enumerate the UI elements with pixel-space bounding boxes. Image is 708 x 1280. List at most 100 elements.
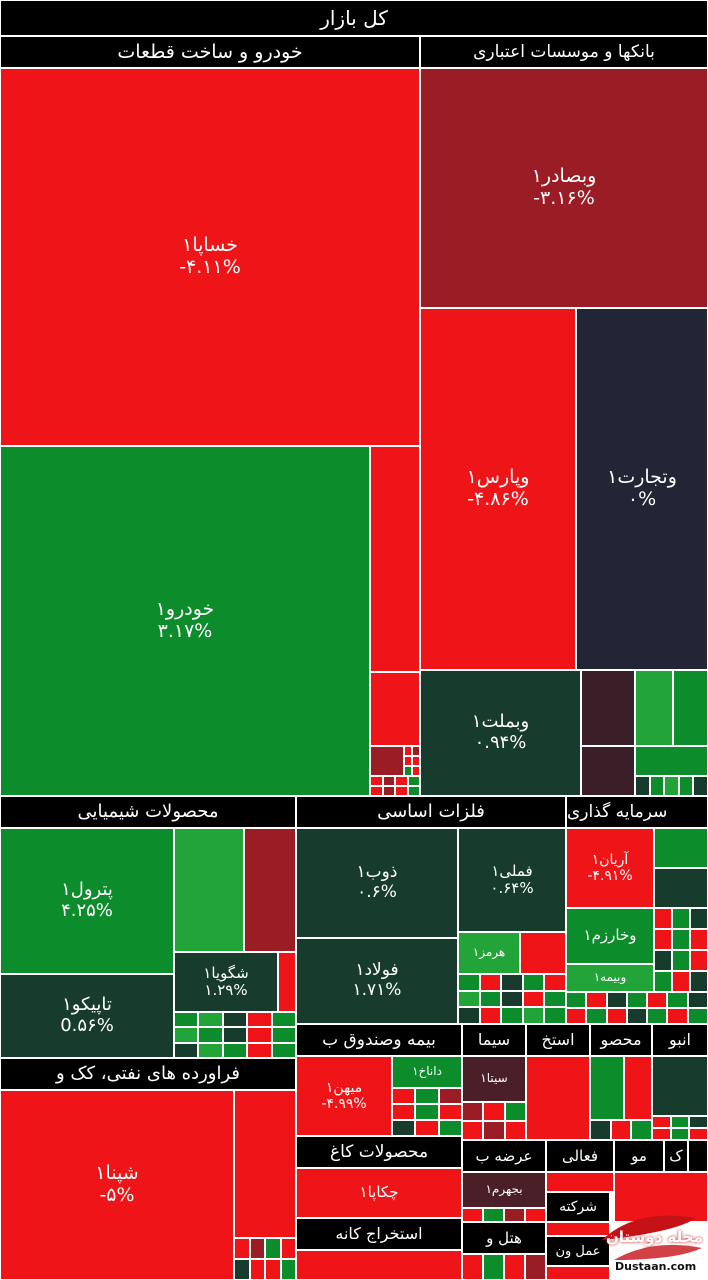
small-tile[interactable] xyxy=(415,1120,439,1136)
small-tile[interactable] xyxy=(407,786,420,796)
small-tile[interactable] xyxy=(687,1008,708,1024)
small-tile[interactable] xyxy=(483,1102,505,1121)
small-tile[interactable] xyxy=(462,1208,483,1222)
small-tile[interactable] xyxy=(546,1222,610,1236)
small-tile[interactable] xyxy=(249,1238,265,1259)
sector-header-banks[interactable]: بانکها و موسسات اعتباری xyxy=(420,36,708,68)
small-tile[interactable] xyxy=(370,786,383,796)
sector-header-k[interactable]: ک xyxy=(664,1140,688,1172)
small-tile[interactable] xyxy=(458,1007,480,1024)
small-tile[interactable] xyxy=(690,971,708,992)
sector-header-mining[interactable]: استخراج کانه xyxy=(296,1218,462,1250)
tile-sita[interactable]: سیتا۱ xyxy=(462,1056,526,1102)
small-tile[interactable] xyxy=(590,1120,611,1140)
small-tile[interactable] xyxy=(586,1008,607,1024)
tile-vbimeh[interactable]: وبیمه۱ xyxy=(566,964,654,992)
small-tile[interactable] xyxy=(370,746,404,776)
small-tile[interactable] xyxy=(649,776,665,796)
small-tile[interactable] xyxy=(501,1007,523,1024)
sector-header-mahsoo[interactable]: محصو xyxy=(590,1024,652,1056)
sector-header-anbo[interactable]: انبو xyxy=(652,1024,708,1056)
tile-tapico[interactable]: تاپیکو۱ 0.۵۶% xyxy=(0,974,174,1058)
small-tile[interactable] xyxy=(690,908,708,929)
small-tile[interactable] xyxy=(654,828,708,868)
tile-petrol[interactable]: پترول۱ ۴.۲۵% xyxy=(0,828,174,974)
small-tile[interactable] xyxy=(647,1008,668,1024)
small-tile[interactable] xyxy=(667,1008,688,1024)
treemap-title[interactable]: کل بازار xyxy=(0,0,708,36)
tile-mihan[interactable]: میهن۱ -۴.۹۹% xyxy=(296,1056,392,1136)
small-tile[interactable] xyxy=(174,1027,199,1043)
small-tile[interactable] xyxy=(395,786,408,796)
small-tile[interactable] xyxy=(652,1056,708,1116)
small-tile[interactable] xyxy=(392,1104,416,1120)
sector-header-arzeh[interactable]: عرضه ب xyxy=(462,1140,546,1172)
small-tile[interactable] xyxy=(544,990,566,1008)
tile-foolad[interactable]: فولاد۱ ۱.۷۱% xyxy=(296,938,458,1024)
small-tile[interactable] xyxy=(392,1120,416,1136)
small-tile[interactable] xyxy=(483,1254,504,1280)
small-tile[interactable] xyxy=(689,1128,708,1140)
sector-header-insurance[interactable]: بیمه وصندوق ب xyxy=(296,1024,462,1056)
tile-zob[interactable]: ذوب۱ ۰.۶% xyxy=(296,828,458,938)
small-tile[interactable] xyxy=(415,1088,439,1104)
small-tile[interactable] xyxy=(280,1259,296,1280)
small-tile[interactable] xyxy=(370,446,420,672)
small-tile[interactable] xyxy=(631,1120,652,1140)
small-tile[interactable] xyxy=(654,950,672,971)
small-tile[interactable] xyxy=(670,1116,690,1128)
small-tile[interactable] xyxy=(412,746,420,756)
sector-header-sherkate[interactable]: شرکته xyxy=(546,1192,610,1222)
sector-header-hotel[interactable]: هتل و xyxy=(462,1222,546,1254)
tile-hormoz[interactable]: هرمز۱ xyxy=(458,932,520,974)
small-tile[interactable] xyxy=(247,1027,272,1043)
small-tile[interactable] xyxy=(395,776,408,786)
small-tile[interactable] xyxy=(520,932,566,974)
small-tile[interactable] xyxy=(278,952,296,1012)
tile-khodro[interactable]: خودرو۱ ۳.۱۷% xyxy=(0,446,370,796)
small-tile[interactable] xyxy=(546,1172,614,1192)
small-tile[interactable] xyxy=(412,766,420,776)
sector-header-estekh[interactable]: استخ xyxy=(526,1024,590,1056)
tile-femeli[interactable]: فملی۱ ۰.۶۴% xyxy=(458,828,566,932)
small-tile[interactable] xyxy=(458,990,480,1008)
small-tile[interactable] xyxy=(672,950,690,971)
small-tile[interactable] xyxy=(586,992,607,1008)
tile-shepna[interactable]: شپنا۱ -۵% xyxy=(0,1090,234,1280)
small-tile[interactable] xyxy=(670,1128,690,1140)
small-tile[interactable] xyxy=(296,1250,462,1280)
small-tile[interactable] xyxy=(504,1102,526,1121)
small-tile[interactable] xyxy=(610,1120,632,1140)
small-tile[interactable] xyxy=(462,1102,484,1121)
small-tile[interactable] xyxy=(234,1090,296,1238)
sector-header-faali[interactable]: فعالی xyxy=(546,1140,614,1172)
small-tile[interactable] xyxy=(404,746,412,756)
small-tile[interactable] xyxy=(198,1012,223,1028)
small-tile[interactable] xyxy=(566,992,587,1008)
small-tile[interactable] xyxy=(690,929,708,950)
small-tile[interactable] xyxy=(654,868,708,908)
small-tile[interactable] xyxy=(234,1238,250,1259)
small-tile[interactable] xyxy=(672,908,690,929)
small-tile[interactable] xyxy=(652,1116,671,1128)
small-tile[interactable] xyxy=(265,1238,281,1259)
small-tile[interactable] xyxy=(624,1056,652,1120)
small-tile[interactable] xyxy=(462,1254,483,1280)
small-tile[interactable] xyxy=(654,908,672,929)
small-tile[interactable] xyxy=(222,1012,248,1028)
tile-shgouya[interactable]: شگویا۱ ۱.۲۹% xyxy=(174,952,278,1012)
tile-chkapa[interactable]: چکاپا۱ xyxy=(296,1168,462,1218)
small-tile[interactable] xyxy=(438,1120,462,1136)
small-tile[interactable] xyxy=(222,1027,248,1043)
small-tile[interactable] xyxy=(247,1012,272,1028)
tile-vpars[interactable]: وپارس۱ -۴.۸۶% xyxy=(420,308,576,670)
small-tile[interactable] xyxy=(483,1208,504,1222)
small-tile[interactable] xyxy=(654,971,672,992)
small-tile[interactable] xyxy=(689,1116,708,1128)
small-tile[interactable] xyxy=(654,929,672,950)
small-tile[interactable] xyxy=(370,776,383,786)
small-tile[interactable] xyxy=(590,1056,624,1120)
small-tile[interactable] xyxy=(525,1208,546,1222)
small-tile[interactable] xyxy=(234,1259,250,1280)
tile-arian[interactable]: آریان۱ -۴.۹۱% xyxy=(566,828,654,908)
